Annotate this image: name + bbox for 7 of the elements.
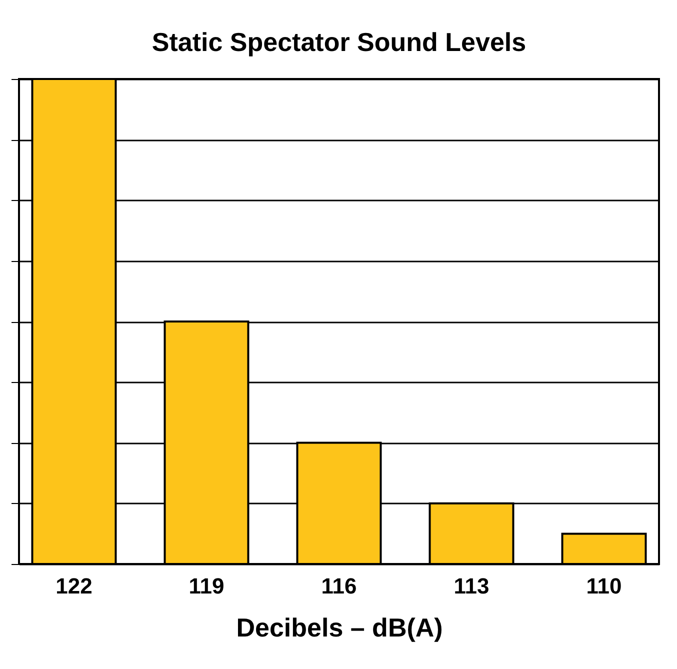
x-tick-label: 119 (188, 574, 224, 598)
x-tick-label: 110 (586, 574, 622, 598)
x-tick-label: 113 (454, 574, 490, 598)
x-tick-label: 122 (56, 574, 92, 598)
chart-title: Static Spectator Sound Levels (152, 27, 526, 57)
x-tick-label: 116 (321, 574, 357, 598)
x-axis-title: Decibels – dB(A) (236, 612, 443, 642)
